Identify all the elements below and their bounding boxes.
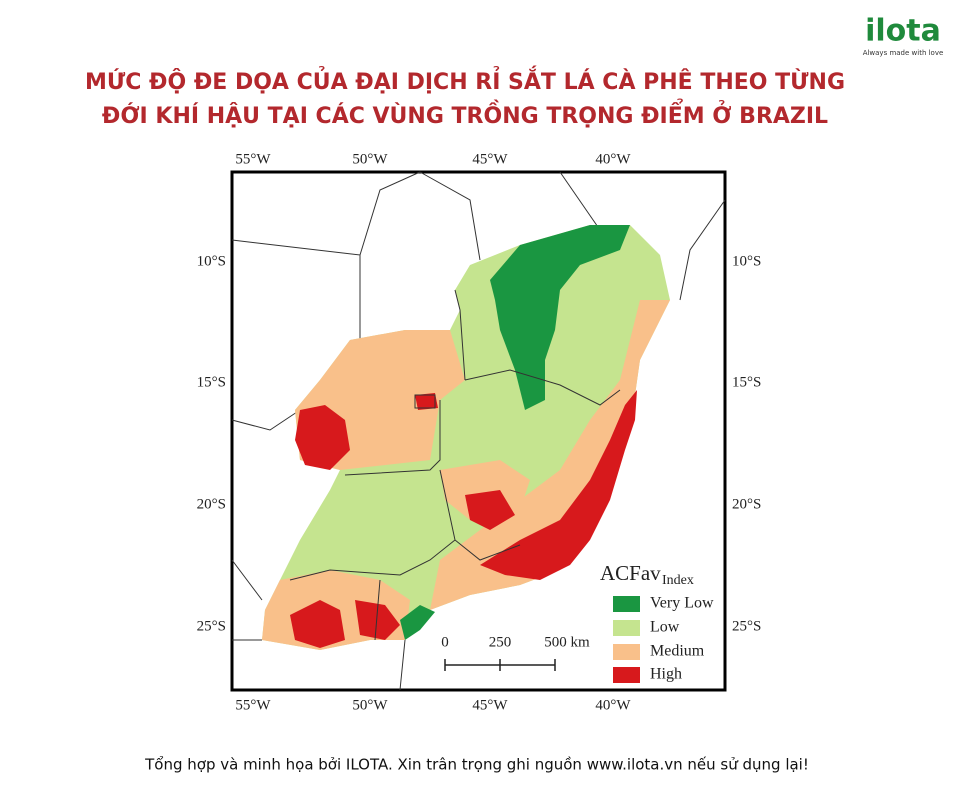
longitude-label: 40°W (595, 151, 631, 167)
logo-tagline: Always made with love (863, 49, 944, 57)
logo: ilota (865, 14, 941, 49)
longitude-label: 45°W (472, 151, 508, 167)
scale-label: 500 km (544, 634, 590, 650)
latitude-label: 20°S (732, 496, 761, 512)
title-line: MỨC ĐỘ ĐE DỌA CỦA ĐẠI DỊCH RỈ SẮT LÁ CÀ … (85, 66, 845, 95)
latitude-label: 25°S (197, 618, 226, 634)
latitude-label: 10°S (197, 253, 226, 269)
legend-label: Low (650, 619, 680, 636)
scale-bar: 0 250 500 km (441, 634, 590, 671)
legend-label: High (650, 666, 682, 683)
legend-title-subscript: Index (662, 573, 694, 588)
legend-label: Very Low (650, 595, 714, 612)
longitude-label: 50°W (352, 697, 388, 713)
footer: Tổng hợp và minh họa bởi ILOTA. Xin trân… (144, 756, 809, 774)
latitude-label: 15°S (732, 374, 761, 390)
latitude-label: 10°S (732, 253, 761, 269)
title-line: ĐỚI KHÍ HẬU TẠI CÁC VÙNG TRỒNG TRỌNG ĐIỂ… (102, 100, 828, 129)
longitude-label: 55°W (235, 151, 271, 167)
scale-label: 250 (489, 634, 512, 650)
legend-swatch (613, 644, 640, 660)
map (230, 170, 727, 692)
latitude-label: 15°S (197, 374, 226, 390)
legend-swatch (613, 620, 640, 636)
longitude-label: 55°W (235, 697, 271, 713)
scale-label: 0 (441, 634, 449, 650)
legend-swatch (613, 596, 640, 612)
legend: ACFav Index Very Low Low Medium High (600, 561, 714, 683)
latitude-label: 20°S (197, 496, 226, 512)
longitude-label: 45°W (472, 697, 508, 713)
legend-swatch (613, 667, 640, 683)
longitude-label: 40°W (595, 697, 631, 713)
longitude-label: 50°W (352, 151, 388, 167)
legend-label: Medium (650, 643, 705, 660)
legend-title: ACFav (600, 561, 661, 585)
latitude-label: 25°S (732, 618, 761, 634)
